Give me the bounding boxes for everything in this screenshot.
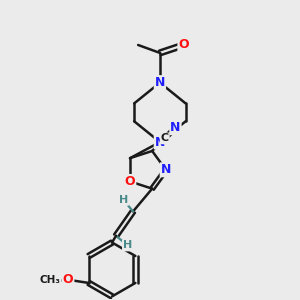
- Text: N: N: [170, 121, 181, 134]
- Text: H: H: [123, 241, 132, 250]
- Text: N: N: [161, 163, 171, 176]
- Text: CH₃: CH₃: [40, 275, 61, 285]
- Text: H: H: [119, 195, 128, 205]
- Text: N: N: [155, 76, 165, 89]
- Text: N: N: [155, 136, 165, 148]
- Text: C: C: [161, 134, 169, 143]
- Text: O: O: [125, 175, 135, 188]
- Text: O: O: [178, 38, 189, 52]
- Text: O: O: [63, 273, 74, 286]
